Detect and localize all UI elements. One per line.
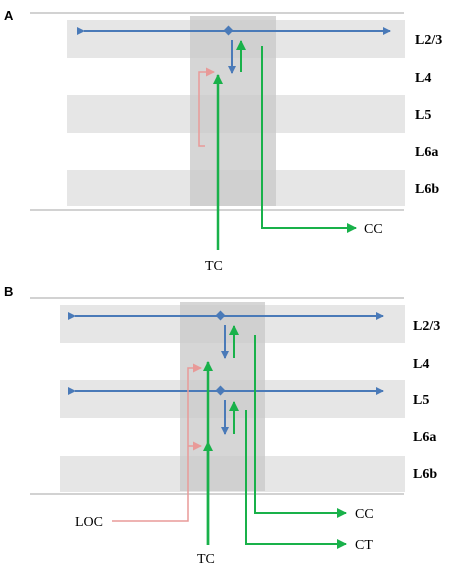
panel-b-cc-label: CC [355,507,374,522]
panel-b-layer-l6b: L6b [413,467,437,482]
panel-b-column [180,302,265,491]
panel-b-layer-l4: L4 [413,357,429,372]
panel-b-ct-label: CT [355,538,373,553]
panel-a-layer-l6b: L6b [415,182,439,197]
panel-a: A L2/3 L4 L5 L6a L6b TC CC [4,8,442,274]
panel-b: B L2/3 L4 L5 L6a L6b [4,284,440,567]
panel-b-layer-l6a: L6a [413,430,436,445]
panel-b-label: B [4,284,13,299]
panel-a-layer-l23: L2/3 [415,33,442,48]
panel-a-tc-label: TC [205,259,223,274]
panel-a-label: A [4,8,14,23]
panel-b-loc-label: LOC [75,515,103,530]
panel-b-layer-l23: L2/3 [413,319,440,334]
panel-a-cc-label: CC [364,222,383,237]
panel-a-layer-l4: L4 [415,71,431,86]
panel-a-layer-l5: L5 [415,108,431,123]
panel-a-layer-l6a: L6a [415,145,438,160]
panel-b-tc-label: TC [197,552,215,567]
panel-b-layer-l5: L5 [413,393,429,408]
